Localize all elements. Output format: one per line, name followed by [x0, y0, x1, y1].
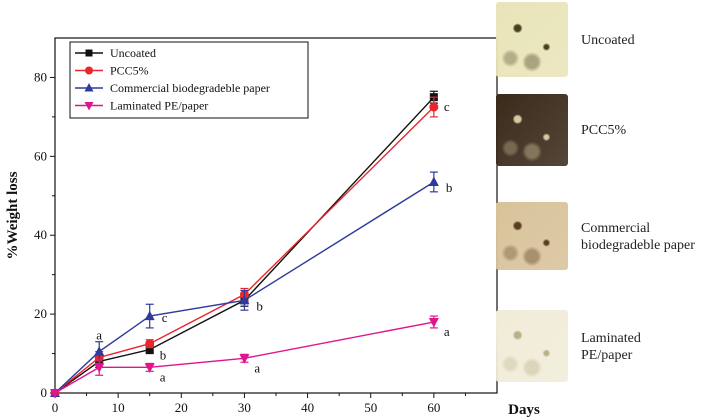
legend-label: Commercial biodegradeble paper [110, 81, 270, 95]
x-tick-label: 40 [301, 400, 314, 415]
y-axis-title: %Weight loss [5, 171, 21, 259]
series-1 [50, 96, 439, 398]
significance-label: b [446, 180, 453, 195]
data-point [144, 310, 155, 321]
significance-label: b [256, 298, 263, 313]
x-tick-label: 0 [52, 400, 59, 415]
y-tick-label: 60 [34, 148, 47, 163]
x-axis-title: Days [508, 402, 540, 418]
sample-photo [496, 2, 568, 77]
data-point [144, 363, 155, 373]
legend-marker [85, 66, 93, 75]
legend-box [69, 41, 309, 119]
data-point [94, 346, 105, 356]
sample-photo-label: Uncoated [581, 32, 635, 48]
significance-label: a [96, 328, 102, 343]
series-line [54, 96, 435, 394]
sample-photo [496, 94, 568, 166]
legend-item: PCC5% [75, 64, 149, 78]
series-0 [51, 90, 438, 397]
series-3 [50, 315, 439, 399]
legend-marker [84, 102, 94, 111]
x-tick-label: 20 [175, 400, 188, 415]
significance-label: a [254, 360, 260, 375]
data-point [429, 102, 439, 112]
y-tick-label: 80 [34, 69, 47, 84]
x-tick-label: 50 [364, 400, 377, 415]
x-tick-label: 60 [427, 400, 440, 415]
data-point [145, 345, 154, 354]
legend: Uncoated PCC5% Commercial biodegradeble pa… [69, 41, 309, 119]
series-layer [50, 90, 439, 399]
legend-marker [84, 83, 94, 92]
sample-photo [496, 310, 568, 382]
series-line [54, 106, 435, 394]
data-point [145, 339, 155, 349]
significance-label: a [160, 369, 166, 384]
sample-photo [496, 202, 568, 270]
data-point [50, 389, 60, 399]
data-point [239, 354, 250, 364]
y-tick-label: 20 [34, 306, 47, 321]
x-tick-label: 30 [238, 400, 251, 415]
data-point [239, 294, 250, 305]
y-tick-label: 40 [34, 227, 47, 242]
axis-ticks: 0 10 20 30 40 50 60 0 20 40 60 80 [34, 69, 466, 415]
legend-item: Commercial biodegradeble paper [75, 81, 270, 95]
data-point [428, 176, 439, 186]
legend-label: Uncoated [110, 46, 156, 60]
legend-marker [85, 49, 93, 57]
y-tick-label: 0 [41, 385, 48, 400]
legend-item: Laminated PE/paper [75, 99, 208, 113]
legend-label: PCC5% [110, 64, 149, 78]
significance-label: b [160, 348, 167, 363]
sample-photo-label: Commercial biodegradeble paper [581, 221, 695, 253]
legend-item: Uncoated [75, 46, 156, 60]
data-point [94, 363, 105, 373]
sample-photo-label: Laminated PE/paper [581, 331, 641, 363]
significance-label: c [162, 310, 168, 325]
legend-label: Laminated PE/paper [110, 99, 208, 113]
data-point [428, 318, 439, 328]
x-tick-label: 10 [112, 400, 125, 415]
series-2 [50, 171, 439, 397]
significance-label: a [444, 324, 450, 339]
significance-label: c [444, 99, 450, 114]
sample-photo-label: PCC5% [581, 123, 627, 138]
